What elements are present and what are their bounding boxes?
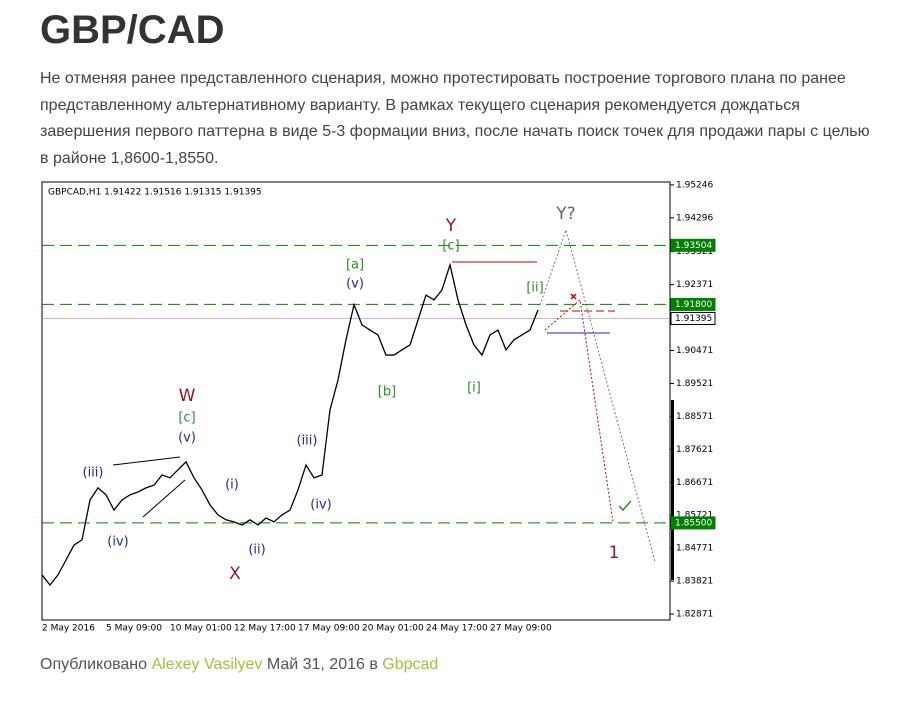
y-tick-label: 1.89521 [676,379,713,389]
y-tick-label: 1.94296 [676,213,713,223]
y-tick-label: 1.88571 [676,412,713,422]
plot-frame [41,181,671,621]
y-tick-label: 1.85721 [676,511,713,521]
wave-label: [a] [346,258,364,273]
wave-label: Y [445,216,457,236]
y-tick-label: 1.90471 [676,346,713,356]
wave-label: (ii) [248,543,265,558]
title: GBP/CAD [40,8,225,52]
level-box [670,516,716,530]
forecast [112,228,656,563]
category-link[interactable]: Gbpcad [382,656,439,673]
y-tick-label: 1.93321 [676,247,713,257]
wave-label: [c] [178,411,195,426]
price-line [41,262,539,587]
chart-title: GBPCAD,H1 1.91422 1.91516 1.91315 1.9139… [48,188,262,198]
y-tick-label: 1.87621 [676,445,713,455]
level-label: 1.93504 [675,241,712,251]
x-tick-label: 27 May 09:00 [490,624,552,634]
y-tick-label: 1.95246 [676,180,713,190]
wave-label: [ii] [526,281,543,296]
x-tick-label: 5 May 09:00 [106,624,162,634]
bar [671,400,674,580]
wave-label: W [179,386,196,406]
y-tick-label: 1.83821 [676,577,713,587]
level-box [670,238,716,252]
wave-label: (iv) [310,498,331,513]
x-tick-label: 10 May 01:00 [170,624,232,634]
wave-label: (v) [178,431,196,446]
wave-label: X [229,564,241,584]
wave-label: [b] [378,385,396,400]
wave-label: 1 [609,543,620,563]
level-box [670,311,716,325]
footer: Опубликовано Alexey Vasilyev Май 31, 201… [40,656,438,674]
x-tick-label: 17 May 09:00 [298,624,360,634]
y-tick-label: 1.86671 [676,478,713,488]
wave-label: (v) [346,277,364,292]
x-tick-label: 20 May 01:00 [362,624,424,634]
wave-label: [c] [442,239,459,254]
y-tick-label: 1.84771 [676,544,713,554]
wave-label: (iii) [83,466,104,481]
y-tick-label: 1.92371 [676,280,713,290]
level-box [670,297,716,311]
paragraph: Не отменяя ранее представленного сценари… [40,70,870,167]
wave-label: Y? [555,204,575,224]
level-label: 1.91800 [675,300,712,310]
wave-label: [i] [467,381,481,396]
y-tick-label: 1.82871 [676,610,713,620]
level-label: 1.85500 [675,518,712,528]
x-tick-label: 24 May 17:00 [426,624,488,634]
wave-label: (iv) [107,535,128,550]
x-tick-label: 12 May 17:00 [234,624,296,634]
x-tick-label: 2 May 2016 [42,624,95,634]
wave-label: (i) [225,478,239,493]
footer-date: Май 31, 2016 в [266,656,378,673]
footer-prefix: Опубликовано [40,656,148,673]
wave-label: (iii) [297,434,318,449]
author-link[interactable]: Alexey Vasilyev [151,656,263,673]
level-label: 1.91395 [675,314,712,324]
